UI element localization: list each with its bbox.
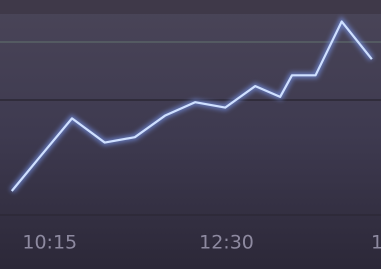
x-tick-label: 10:15: [22, 232, 77, 254]
chart: 10:15 12:30 1: [0, 0, 381, 269]
x-tick-label: 1: [371, 232, 381, 254]
x-tick-label: 12:30: [199, 232, 254, 254]
screen-edge: [0, 0, 381, 14]
